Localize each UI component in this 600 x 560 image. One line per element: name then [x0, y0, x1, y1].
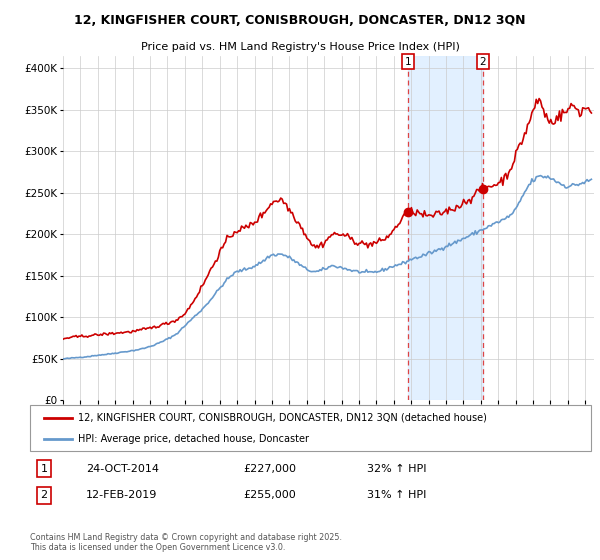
Text: Contains HM Land Registry data © Crown copyright and database right 2025.
This d: Contains HM Land Registry data © Crown c… [30, 533, 342, 552]
Text: 1: 1 [405, 57, 412, 67]
Bar [408, 56, 483, 400]
Text: Price paid vs. HM Land Registry's House Price Index (HPI): Price paid vs. HM Land Registry's House … [140, 42, 460, 52]
Text: 12-FEB-2019: 12-FEB-2019 [86, 490, 157, 500]
Text: 1: 1 [41, 464, 47, 474]
Text: £227,000: £227,000 [243, 464, 296, 474]
Text: 24-OCT-2014: 24-OCT-2014 [86, 464, 159, 474]
Text: 12, KINGFISHER COURT, CONISBROUGH, DONCASTER, DN12 3QN: 12, KINGFISHER COURT, CONISBROUGH, DONCA… [74, 14, 526, 27]
Text: 12, KINGFISHER COURT, CONISBROUGH, DONCASTER, DN12 3QN (detached house): 12, KINGFISHER COURT, CONISBROUGH, DONCA… [77, 413, 487, 423]
Text: HPI: Average price, detached house, Doncaster: HPI: Average price, detached house, Donc… [77, 435, 308, 444]
Text: 2: 2 [479, 57, 486, 67]
Text: 32% ↑ HPI: 32% ↑ HPI [367, 464, 426, 474]
Text: £255,000: £255,000 [243, 490, 296, 500]
Text: 2: 2 [40, 490, 47, 500]
Text: 31% ↑ HPI: 31% ↑ HPI [367, 490, 426, 500]
